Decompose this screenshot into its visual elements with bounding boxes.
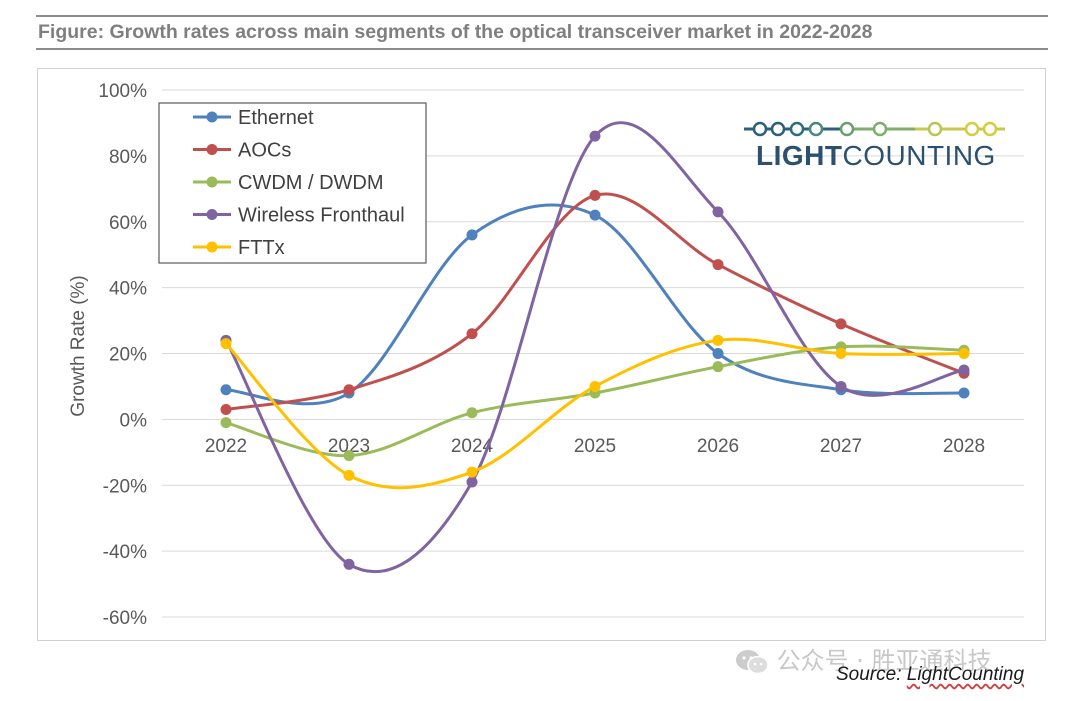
logo-text-regular: COUNTING: [843, 140, 996, 171]
data-point-aocs: [712, 259, 724, 271]
y-tick-label: 40%: [109, 279, 147, 300]
data-point-ethernet: [589, 209, 601, 221]
y-tick-label: 20%: [109, 345, 147, 366]
logo-chain-ring: [770, 121, 786, 137]
data-point-cwdm-dwdm: [712, 361, 724, 373]
lightcounting-logo: LIGHTCOUNTING: [744, 121, 1005, 171]
figure-title: Figure: Growth rates across main segment…: [38, 21, 873, 43]
data-point-ethernet: [466, 229, 478, 241]
data-point-cwdm-dwdm: [220, 417, 232, 429]
legend-label: AOCs: [238, 140, 291, 162]
svg-text:LIGHTCOUNTING: LIGHTCOUNTING: [756, 140, 996, 171]
legend-marker: [206, 241, 218, 253]
data-point-ethernet: [220, 384, 232, 396]
legend-marker: [206, 144, 218, 155]
data-point-wireless-fronthaul: [466, 476, 478, 488]
series-points: [220, 130, 970, 570]
data-point-cwdm-dwdm: [343, 450, 355, 462]
wechat-icon: [736, 650, 769, 675]
data-point-fttx: [589, 380, 601, 392]
y-tick-labels: 100% 80% 60% 40% 20% 0% -20% -40% -60%: [98, 81, 147, 629]
y-tick-label: 80%: [109, 147, 147, 168]
data-point-wireless-fronthaul: [589, 130, 601, 142]
data-point-wireless-fronthaul: [712, 206, 724, 218]
x-tick-label: 2025: [574, 436, 616, 457]
logo-chain-ring: [752, 121, 768, 137]
series-line-fttx: [224, 337, 966, 490]
x-tick-labels: 2022 2023 2024 2025 2026 2027 2028: [205, 436, 985, 457]
logo-chain-ring: [839, 121, 855, 137]
logo-chain-ring: [808, 121, 824, 137]
watermark: 公众号 · 胜亚通科技: [735, 641, 1055, 675]
logo-chain-ring: [964, 121, 980, 137]
data-point-ethernet: [712, 348, 724, 359]
logo-chain-ring: [982, 121, 998, 137]
data-point-wireless-fronthaul: [343, 558, 355, 570]
data-point-fttx: [712, 334, 724, 346]
legend: Ethernet AOCs CWDM / DWDM Wireless Fronthau…: [158, 102, 427, 264]
y-tick-label: -20%: [103, 476, 147, 497]
data-point-wireless-fronthaul: [835, 380, 847, 392]
source-brand: LightCounting: [906, 664, 1025, 685]
source-note: Source: LightCounting: [836, 664, 1024, 686]
x-tick-label: 2027: [820, 436, 862, 457]
y-tick-label: 0%: [120, 410, 148, 431]
legend-label: Wireless Fronthaul: [238, 205, 405, 227]
x-tick-label: 2022: [205, 436, 247, 457]
x-tick-label: 2028: [943, 436, 985, 457]
x-tick-label: 2026: [697, 436, 739, 457]
data-point-wireless-fronthaul: [958, 364, 970, 376]
data-point-fttx: [466, 466, 478, 478]
data-point-fttx: [220, 338, 232, 350]
top-rule: [36, 15, 1048, 17]
x-tick-label: 2023: [328, 436, 370, 457]
data-point-fttx: [958, 348, 970, 359]
data-point-cwdm-dwdm: [466, 407, 478, 419]
legend-label: Ethernet: [238, 107, 314, 129]
data-point-ethernet: [958, 387, 970, 399]
data-point-fttx: [343, 469, 355, 481]
data-point-aocs: [343, 384, 355, 396]
logo-chain-ring: [789, 121, 805, 137]
legend-label: FTTx: [238, 237, 285, 259]
logo-chain-ring: [927, 121, 943, 137]
y-tick-label: 100%: [98, 81, 147, 102]
data-point-aocs: [589, 189, 601, 201]
title-rule: [36, 48, 1048, 50]
data-point-aocs: [466, 328, 478, 340]
logo-chain-icon: [744, 121, 1005, 137]
logo-chain-ring: [872, 121, 888, 137]
logo-text-bold: LIGHT: [756, 140, 843, 171]
source-prefix: Source:: [836, 664, 907, 685]
watermark-text: 公众号 · 胜亚通科技: [776, 647, 992, 675]
chart-panel: [37, 68, 1046, 641]
data-point-fttx: [835, 348, 847, 359]
y-tick-label: 60%: [109, 213, 147, 234]
legend-marker: [206, 111, 218, 123]
data-point-aocs: [835, 318, 847, 330]
y-tick-label: -60%: [103, 608, 147, 629]
legend-marker: [206, 209, 218, 220]
x-tick-label: 2024: [451, 436, 494, 457]
y-tick-label: -40%: [103, 542, 147, 563]
legend-marker: [206, 176, 218, 188]
y-axis-label: Growth Rate (%): [68, 275, 89, 416]
legend-label: CWDM / DWDM: [238, 172, 384, 194]
data-point-aocs: [220, 403, 232, 415]
